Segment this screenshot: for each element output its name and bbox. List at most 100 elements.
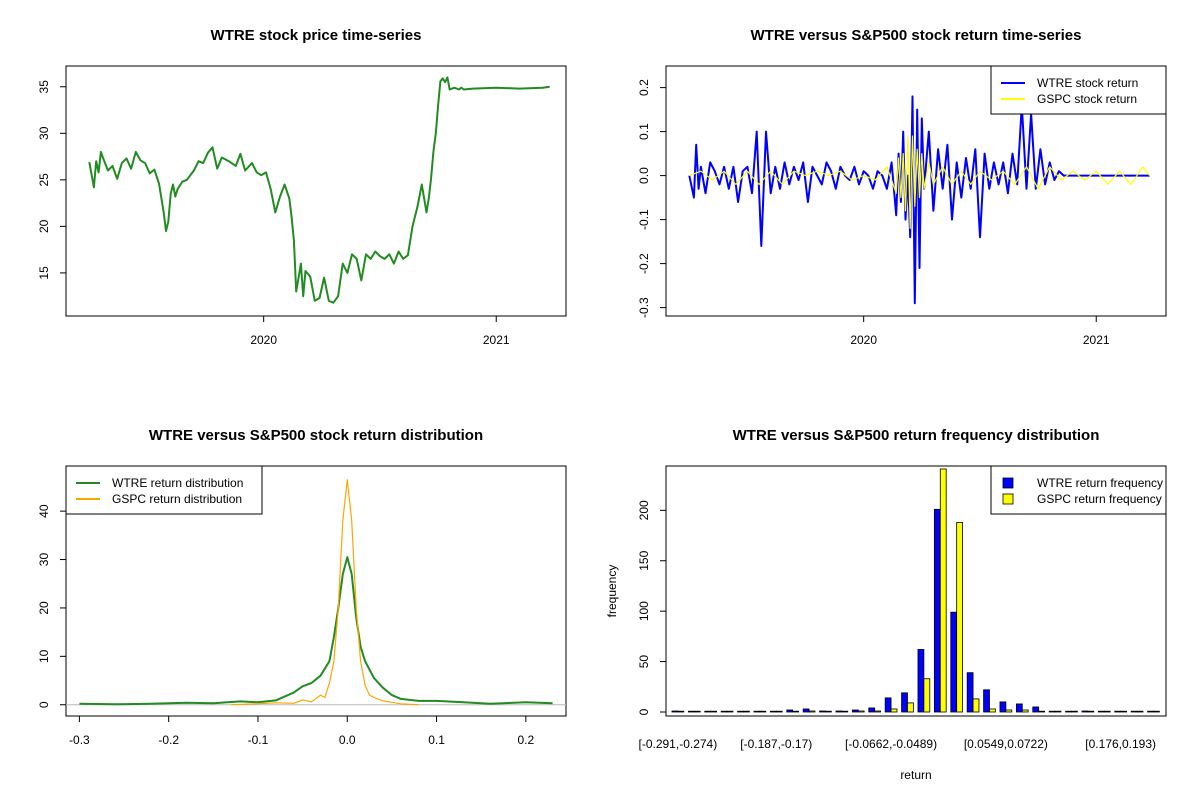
plot-frame xyxy=(665,65,1167,317)
y-tick-label: 30 xyxy=(37,553,51,567)
bar-gspc xyxy=(743,710,750,713)
bar-wtre xyxy=(868,707,876,713)
legend-box xyxy=(65,465,263,515)
bar-wtre xyxy=(966,672,974,713)
y-tick-label: 35 xyxy=(37,80,51,94)
y-tick-label: 0.1 xyxy=(637,123,651,140)
bar-gspc xyxy=(726,710,734,713)
chart-panel-3: WTRE versus S&P500 stock return distribu… xyxy=(37,427,567,747)
bar-gspc xyxy=(939,468,947,713)
y-tick-label: -0.1 xyxy=(637,209,651,230)
series-line-1 xyxy=(688,95,1150,305)
bar-gspc xyxy=(677,710,685,713)
y-tick-label: 0 xyxy=(37,701,51,708)
bar-gspc xyxy=(1153,710,1160,713)
y-tick-label: 20 xyxy=(37,219,51,233)
bar-gspc xyxy=(1120,710,1127,713)
bar-wtre xyxy=(901,692,908,713)
bar-gspc xyxy=(1071,710,1078,713)
y-tick-label: 20 xyxy=(37,601,51,615)
bar-wtre xyxy=(1114,710,1122,713)
bar-wtre xyxy=(1130,710,1138,713)
x-tick-label: -0.3 xyxy=(69,733,90,747)
bar-wtre xyxy=(671,710,679,713)
bar-gspc xyxy=(841,710,849,713)
chart-panel-2: WTRE versus S&P500 stock return time-ser… xyxy=(637,27,1167,347)
bar-gspc xyxy=(1005,709,1013,713)
x-tick-label: [0.176,0.193) xyxy=(1085,737,1156,751)
y-tick-label: 200 xyxy=(637,500,651,520)
bar-gspc xyxy=(890,708,898,713)
legend-label: GSPC return distribution xyxy=(112,492,242,506)
x-tick-label: -0.2 xyxy=(158,733,179,747)
legend-swatch xyxy=(1002,477,1014,489)
legend-box xyxy=(990,465,1167,515)
bar-wtre xyxy=(1097,710,1105,713)
y-tick-label: 10 xyxy=(37,649,51,663)
bar-wtre xyxy=(720,710,728,713)
bar-gspc xyxy=(1103,710,1111,713)
chart-panel-4: WTRE versus S&P500 return frequency dist… xyxy=(605,427,1167,782)
bar-gspc xyxy=(775,710,783,713)
x-tick-label: 2020 xyxy=(850,333,877,347)
bar-gspc xyxy=(857,710,865,713)
bar-wtre xyxy=(802,708,810,713)
bar-wtre xyxy=(819,710,826,713)
legend: WTRE return distribution GSPC return dist… xyxy=(65,465,263,515)
chart-title: WTRE versus S&P500 stock return distribu… xyxy=(149,427,483,444)
y-tick-label: 40 xyxy=(37,504,51,518)
legend: WTRE return frequency GSPC return frequen… xyxy=(990,465,1167,515)
bar-gspc xyxy=(1054,710,1062,713)
x-axis-label: return xyxy=(900,768,931,782)
bar-gspc xyxy=(1021,709,1029,713)
bar-wtre xyxy=(704,710,712,713)
y-tick-label: 50 xyxy=(637,655,651,669)
legend-label: GSPC return frequency xyxy=(1037,492,1162,506)
chart-title: WTRE versus S&P500 return frequency dist… xyxy=(733,427,1100,444)
x-tick-label: 0.2 xyxy=(517,733,534,747)
bar-wtre xyxy=(835,710,843,713)
legend-label: WTRE return distribution xyxy=(112,476,243,490)
x-tick-label: [0.0549,0.0722) xyxy=(964,737,1048,751)
bar-wtre xyxy=(884,697,892,713)
series-line-1 xyxy=(79,556,553,706)
bar-wtre xyxy=(950,611,958,713)
series-line-2 xyxy=(231,479,419,706)
bar-wtre xyxy=(786,709,794,713)
bar-wtre xyxy=(1065,710,1072,713)
plot-frame xyxy=(65,65,567,317)
plot-frame xyxy=(665,465,1167,717)
x-tick-label: [-0.187,-0.17) xyxy=(740,737,812,751)
y-tick-label: 15 xyxy=(37,266,51,280)
bar-gspc xyxy=(923,678,931,713)
series-line-2 xyxy=(689,135,1151,229)
bar-wtre xyxy=(1147,710,1154,713)
legend: WTRE stock return GSPC stock return xyxy=(990,65,1167,115)
bar-gspc xyxy=(710,710,717,713)
x-tick-label: -0.1 xyxy=(248,733,269,747)
bar-gspc xyxy=(989,708,996,713)
bar-wtre xyxy=(687,710,695,713)
bar-gspc xyxy=(825,710,832,713)
bar-wtre xyxy=(769,710,777,713)
bar-wtre xyxy=(933,508,941,713)
bar-wtre xyxy=(1015,703,1023,713)
bar-gspc xyxy=(693,710,701,713)
y-tick-label: 100 xyxy=(637,601,651,621)
y-tick-label: -0.2 xyxy=(637,253,651,274)
legend-label: GSPC stock return xyxy=(1037,92,1137,106)
bar-wtre xyxy=(753,710,761,713)
chart-panel-1: WTRE stock price time-series 15 20 25 30 35 20… xyxy=(37,27,567,347)
y-tick-label: 150 xyxy=(637,550,651,570)
bar-wtre xyxy=(851,709,859,713)
x-tick-label: 0.1 xyxy=(428,733,445,747)
x-tick-label: [-0.291,-0.274) xyxy=(639,737,718,751)
legend-label: WTRE stock return xyxy=(1037,76,1138,90)
bar-gspc xyxy=(759,710,767,713)
y-tick-label: 30 xyxy=(37,126,51,140)
plot-frame xyxy=(65,465,567,717)
y-tick-label: -0.3 xyxy=(637,297,651,318)
bar-gspc xyxy=(792,710,799,713)
bar-wtre xyxy=(1048,710,1056,713)
